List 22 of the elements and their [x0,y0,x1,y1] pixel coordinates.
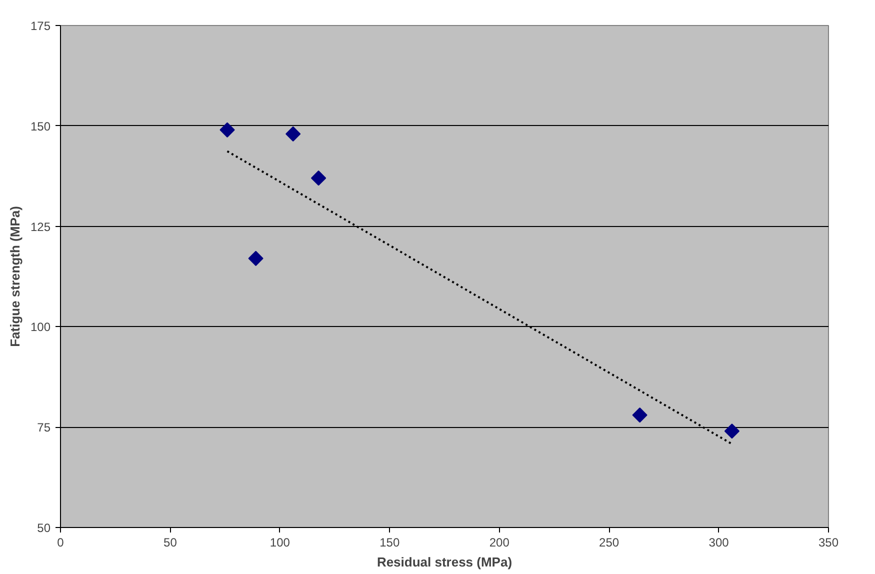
x-tick-label: 150 [380,536,400,550]
y-tick-label: 125 [30,220,51,234]
x-tick-label: 0 [57,536,64,550]
x-axis-title: Residual stress (MPa) [376,554,512,570]
y-tick-label: 75 [37,420,51,435]
x-tick-label: 350 [818,536,839,550]
x-tick-label: 50 [164,536,178,550]
x-tick-label: 250 [599,536,620,550]
x-tick-label: 300 [708,536,730,550]
y-tick-label: 175 [30,19,51,33]
point [310,170,326,186]
y-tick-label: 50 [37,521,51,535]
point [632,407,648,423]
y-tick-label: 100 [30,320,51,334]
point [724,424,740,439]
x-tick-label: 100 [270,536,290,550]
x-tick-label: 200 [489,536,510,550]
point [286,126,301,142]
point [248,250,264,266]
point [220,122,235,138]
y-tick-label: 150 [30,119,51,134]
y-axis-title: Fatigue strength (MPa) [7,206,22,347]
